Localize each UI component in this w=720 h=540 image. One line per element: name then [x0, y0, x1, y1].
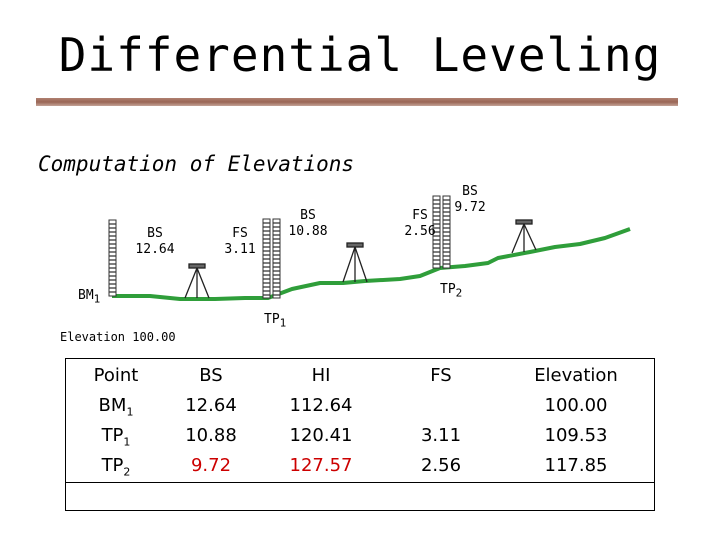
- cell-point: BM1: [98, 395, 134, 419]
- rod-tp2-bs: [442, 195, 451, 269]
- header-fs: FS: [430, 365, 452, 386]
- table-row: BM1 12.64 112.64 100.00: [66, 391, 654, 421]
- reading-fs1: FS 3.11: [224, 226, 256, 257]
- header-point: Point: [93, 365, 139, 386]
- cell-bs: 12.64: [185, 395, 237, 416]
- computation-table: Point BS HI FS Elevation BM1 12.64 112.6…: [65, 358, 655, 511]
- cell-elevation: 109.53: [544, 425, 608, 446]
- table-row: TP2 9.72 127.57 2.56 117.85: [66, 451, 654, 481]
- point-label-bm1: BM1: [78, 288, 101, 306]
- table-divider: [66, 482, 654, 483]
- cell-point: TP1: [101, 425, 131, 449]
- reading-bs1: BS 12.64: [135, 226, 175, 257]
- cell-fs: 2.56: [420, 455, 462, 476]
- cell-fs: 3.11: [420, 425, 462, 446]
- reading-bs2: BS 10.88: [288, 208, 328, 239]
- ground-profile: [112, 227, 631, 301]
- elevation-label: Elevation 100.00: [60, 330, 176, 344]
- level-instrument-2: [342, 242, 368, 283]
- reading-fs2: FS 2.56: [404, 208, 436, 239]
- rod-tp2-fs: [432, 195, 441, 269]
- level-instrument-3: [511, 219, 537, 254]
- cell-hi: 120.41: [289, 425, 353, 446]
- point-label-tp2: TP2: [440, 282, 463, 300]
- cell-elevation: 117.85: [544, 455, 608, 476]
- rod-tp1-fs: [262, 218, 271, 299]
- header-elevation: Elevation: [534, 365, 618, 386]
- reading-bs3: BS 9.72: [454, 184, 486, 215]
- table-header-row: Point BS HI FS Elevation: [66, 361, 654, 391]
- cell-elevation: 100.00: [544, 395, 608, 416]
- cell-point: TP2: [101, 455, 131, 479]
- subtitle: Computation of Elevations: [38, 152, 355, 176]
- table-row: TP1 10.88 120.41 3.11 109.53: [66, 421, 654, 451]
- title-underline: [36, 98, 678, 106]
- level-instrument-1: [184, 263, 210, 299]
- cell-bs: 10.88: [185, 425, 237, 446]
- cell-bs-highlight: 9.72: [190, 455, 232, 476]
- rod-bm1: [108, 219, 117, 297]
- header-hi: HI: [311, 365, 331, 386]
- page-title: Differential Leveling: [58, 28, 662, 82]
- point-label-tp1: TP1: [264, 312, 287, 330]
- cell-hi: 112.64: [289, 395, 353, 416]
- header-bs: BS: [199, 365, 223, 386]
- rod-tp1-bs: [272, 218, 281, 299]
- cell-hi-highlight: 127.57: [289, 455, 353, 476]
